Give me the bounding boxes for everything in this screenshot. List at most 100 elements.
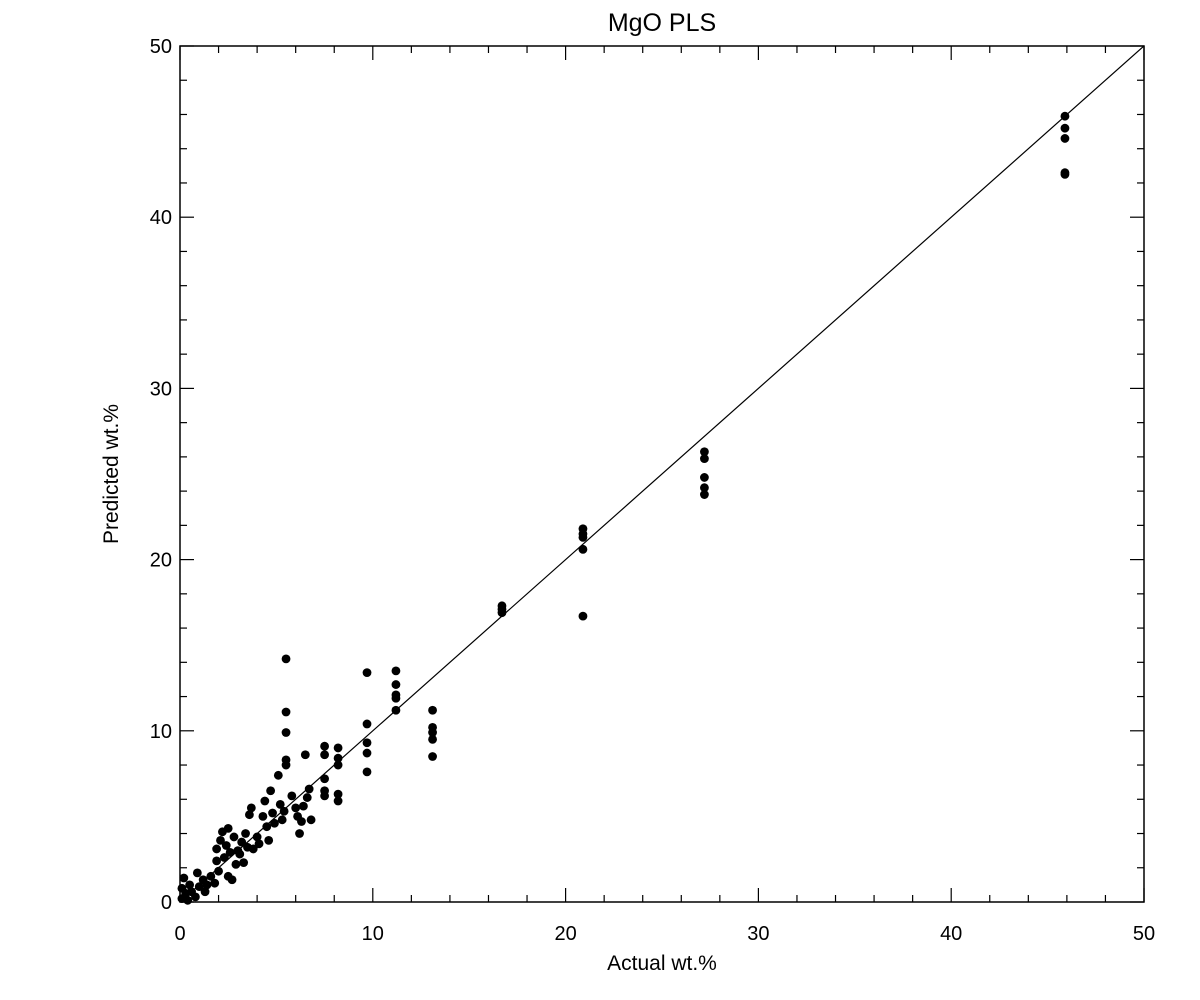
- data-point: [428, 722, 437, 732]
- data-point: [262, 822, 272, 832]
- data-point: [237, 837, 247, 847]
- data-point: [1060, 168, 1070, 178]
- data-point: [270, 818, 279, 828]
- data-point: [264, 835, 274, 845]
- data-point: [391, 666, 401, 676]
- data-point: [212, 844, 222, 854]
- data-point: [304, 784, 314, 794]
- data-point: [428, 734, 437, 744]
- data-point: [281, 728, 291, 737]
- data-point: [183, 895, 193, 905]
- data-point: [194, 882, 204, 891]
- data-point: [245, 810, 254, 820]
- data-point: [298, 801, 308, 811]
- data-point: [223, 823, 233, 833]
- data-point: [333, 743, 343, 753]
- identity-line: [179, 45, 1145, 903]
- data-point: [320, 741, 329, 751]
- data-point: [281, 654, 291, 664]
- data-point: [191, 892, 200, 902]
- data-point: [391, 690, 401, 700]
- y-tick-label: 50: [150, 36, 172, 58]
- data-point: [700, 483, 709, 493]
- data-point: [578, 611, 588, 621]
- x-tick-label: 0: [174, 923, 185, 945]
- data-point: [302, 793, 312, 802]
- axis-tick-labels: 0 10 20 30 40 50 0 10 20 30 40 50: [150, 36, 1155, 945]
- x-tick-label: 40: [940, 923, 962, 945]
- data-point: [281, 755, 291, 765]
- data-point: [219, 853, 229, 862]
- data-point: [221, 841, 231, 850]
- x-axis-label: Actual wt.%: [607, 952, 717, 975]
- data-point: [333, 753, 343, 763]
- data-point: [210, 878, 220, 888]
- data-point: [279, 806, 289, 816]
- data-point: [258, 812, 268, 821]
- data-point: [700, 447, 709, 457]
- data-point: [239, 858, 249, 868]
- data-point: [300, 750, 310, 760]
- chart-title: MgO PLS: [608, 9, 716, 37]
- data-point: [362, 719, 372, 729]
- data-point: [1060, 134, 1070, 143]
- data-points: [177, 111, 1070, 905]
- data-point: [578, 524, 588, 534]
- data-point: [231, 859, 241, 869]
- data-point: [185, 880, 195, 890]
- data-point: [246, 803, 256, 813]
- data-point: [428, 705, 437, 715]
- y-tick-label: 20: [150, 550, 172, 572]
- data-point: [700, 490, 709, 499]
- data-point: [248, 844, 258, 854]
- y-tick-label: 0: [161, 892, 172, 914]
- data-point: [275, 800, 285, 809]
- data-point: [362, 767, 372, 777]
- data-point: [266, 786, 276, 796]
- data-point: [202, 880, 212, 890]
- data-point: [252, 832, 262, 842]
- data-point: [700, 454, 709, 463]
- data-point: [227, 875, 237, 885]
- data-point: [497, 601, 507, 611]
- data-point: [333, 760, 343, 770]
- data-point: [291, 803, 301, 813]
- data-point: [277, 815, 287, 825]
- data-point: [235, 849, 245, 859]
- plot-frame: [179, 45, 1145, 903]
- data-point: [295, 829, 304, 838]
- y-axis-label: Predicted wt.%: [100, 404, 123, 544]
- data-point: [241, 829, 250, 838]
- x-tick-label: 30: [747, 923, 769, 945]
- data-point: [225, 847, 235, 857]
- x-tick-label: 50: [1133, 923, 1155, 945]
- data-point: [391, 680, 401, 689]
- data-point: [320, 774, 329, 784]
- data-point: [216, 835, 225, 845]
- data-point: [333, 789, 343, 799]
- data-point: [391, 705, 401, 715]
- data-point: [320, 786, 329, 796]
- data-point: [268, 808, 277, 818]
- data-point: [297, 817, 306, 826]
- data-point: [428, 752, 437, 761]
- data-point: [214, 866, 223, 876]
- data-point: [206, 871, 216, 881]
- x-tick-label: 20: [554, 923, 576, 945]
- data-point: [192, 868, 202, 878]
- data-point: [700, 473, 709, 482]
- data-point: [260, 796, 270, 806]
- data-point: [212, 856, 222, 866]
- data-point: [281, 707, 291, 717]
- data-point: [287, 791, 297, 801]
- data-point: [306, 815, 316, 825]
- y-tick-label: 10: [150, 721, 172, 743]
- data-point: [362, 668, 372, 677]
- data-point: [362, 748, 372, 758]
- y-tick-label: 30: [150, 378, 172, 400]
- data-point: [179, 873, 189, 883]
- data-point: [578, 544, 588, 554]
- x-tick-label: 10: [362, 923, 384, 945]
- axis-ticks: [179, 45, 1145, 903]
- data-point: [273, 770, 283, 780]
